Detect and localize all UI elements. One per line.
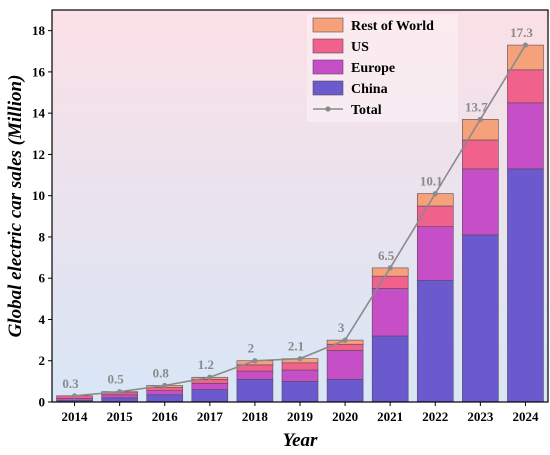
bar-europe-2020 [326, 350, 364, 380]
y-tick-label: 12 [32, 147, 45, 162]
bar-europe-2024 [507, 102, 544, 170]
bar-europe-2017 [191, 383, 229, 390]
total-label-2020: 3 [338, 320, 345, 335]
bar-europe-2019 [281, 369, 319, 382]
bar-china-2024 [507, 168, 544, 403]
legend-marker-total [325, 106, 331, 112]
bar-europe-2016 [146, 390, 184, 396]
total-point-2019 [297, 356, 303, 362]
legend-swatch-rest-of-world [312, 17, 344, 33]
bar-europe-2021 [371, 288, 409, 337]
y-tick-label: 18 [32, 23, 46, 38]
bar-us-2023 [462, 139, 499, 170]
x-tick-label: 2017 [197, 409, 224, 424]
bar-rest-of-world-2023 [462, 119, 499, 141]
legend-label: China [351, 82, 388, 97]
y-tick-label: 6 [39, 271, 46, 286]
bar-us-2022 [416, 205, 454, 227]
y-tick-label: 8 [39, 229, 46, 244]
total-point-2022 [432, 191, 438, 197]
total-point-2018 [252, 358, 258, 364]
total-line-layer: 0.3 0.5 0.8 1.2 2 2.1 3 6.5 10.1 13.7 17.3 [62, 25, 533, 399]
total-label-2014: 0.3 [62, 376, 79, 391]
x-tick-label: 2020 [332, 409, 358, 424]
total-label-2022: 10.1 [420, 174, 443, 189]
total-label-2023: 13.7 [465, 99, 488, 114]
bar-europe-2022 [416, 226, 454, 281]
y-tick-label: 14 [32, 106, 46, 121]
total-point-2014 [71, 393, 78, 399]
total-point-2020 [342, 337, 348, 343]
total-point-2016 [162, 382, 168, 389]
legend: Rest of World US Europe China Total [307, 14, 458, 122]
total-point-2021 [387, 265, 393, 271]
total-label-2024: 17.3 [510, 25, 533, 40]
total-label-2015: 0.5 [108, 372, 125, 387]
x-tick-label: 2016 [152, 409, 179, 424]
legend-label: US [351, 40, 369, 55]
x-tick-label: 2024 [512, 409, 539, 424]
total-point-2017 [207, 374, 213, 380]
total-label-2017: 1.2 [198, 357, 214, 372]
bar-china-2016 [146, 394, 184, 403]
x-tick-label: 2022 [422, 409, 448, 424]
total-label-2016: 0.8 [153, 365, 170, 380]
bar-china-2019 [281, 381, 319, 403]
y-axis-title: Global electric car sales (Million) [5, 75, 26, 338]
x-tick-label: 2023 [467, 409, 494, 424]
bar-europe-2023 [462, 168, 499, 236]
y-tick-label: 2 [39, 353, 46, 368]
bar-europe-2015 [101, 394, 138, 399]
legend-label: Rest of World [351, 19, 434, 34]
total-label-2021: 6.5 [378, 248, 395, 263]
legend-swatch-us [312, 38, 344, 54]
y-tick-label: 0 [39, 395, 46, 410]
x-tick-label: 2015 [107, 409, 134, 424]
legend-swatch-europe [312, 59, 344, 75]
y-axis: 0 2 4 6 8 10 12 14 16 18 [32, 23, 52, 410]
x-axis: 2014 2015 2016 2017 2018 2019 2020 2021 2022 2023… [62, 402, 539, 424]
total-point-2023 [477, 116, 483, 122]
bar-china-2021 [371, 335, 409, 403]
bar-china-2020 [326, 379, 364, 403]
bar-china-2015 [101, 397, 138, 403]
x-tick-label: 2021 [377, 409, 403, 424]
total-point-2024 [522, 42, 529, 48]
bar-china-2018 [236, 379, 274, 403]
legend-label: Total [351, 103, 382, 118]
bar-china-2022 [416, 279, 454, 403]
total-point-2015 [117, 389, 123, 395]
x-tick-label: 2019 [287, 409, 314, 424]
bar-us-2024 [507, 69, 544, 104]
y-tick-label: 16 [32, 64, 46, 79]
bar-us-2019 [281, 362, 319, 371]
bar-china-2023 [462, 234, 499, 403]
total-label-2018: 2 [248, 341, 255, 356]
legend-label: Europe [351, 61, 395, 76]
legend-swatch-china [312, 80, 344, 96]
bar-china-2017 [191, 389, 229, 403]
total-label-2019: 2.1 [288, 339, 304, 354]
x-tick-label: 2014 [62, 409, 89, 424]
bars-layer [56, 44, 544, 403]
bar-europe-2014 [56, 397, 93, 401]
y-tick-label: 10 [32, 188, 45, 203]
y-tick-label: 4 [39, 312, 46, 327]
x-axis-title: Year [283, 430, 318, 451]
x-tick-label: 2018 [242, 409, 269, 424]
bar-europe-2018 [236, 370, 274, 380]
